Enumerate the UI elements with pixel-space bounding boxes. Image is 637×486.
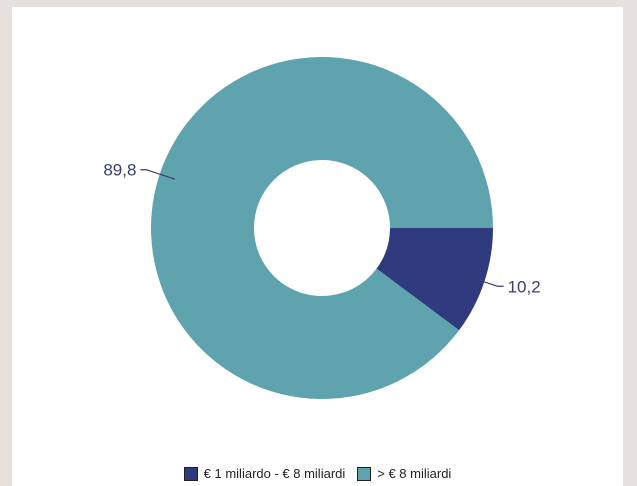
legend-label: € 1 miliardo - € 8 miliardi (203, 466, 346, 481)
chart-panel: 10,2 89,8 € 1 miliardo - € 8 miliardi > €… (12, 7, 623, 486)
donut-slice (376, 228, 493, 331)
legend-item-over-8-miliardi: > € 8 miliardi (357, 466, 451, 481)
label-leader-line (468, 276, 504, 287)
legend-swatch (183, 466, 198, 481)
label-leader-line (140, 169, 176, 180)
legend: € 1 miliardo - € 8 miliardi > € 8 miliar… (12, 466, 623, 481)
legend-item-1-8-miliardi: € 1 miliardo - € 8 miliardi (183, 466, 346, 481)
data-label: 10,2 (508, 277, 541, 296)
data-label: 89,8 (103, 161, 136, 180)
legend-swatch (357, 466, 372, 481)
donut-chart: 10,2 89,8 (103, 57, 541, 399)
donut-slice (151, 57, 493, 399)
legend-label: > € 8 miliardi (377, 466, 452, 481)
